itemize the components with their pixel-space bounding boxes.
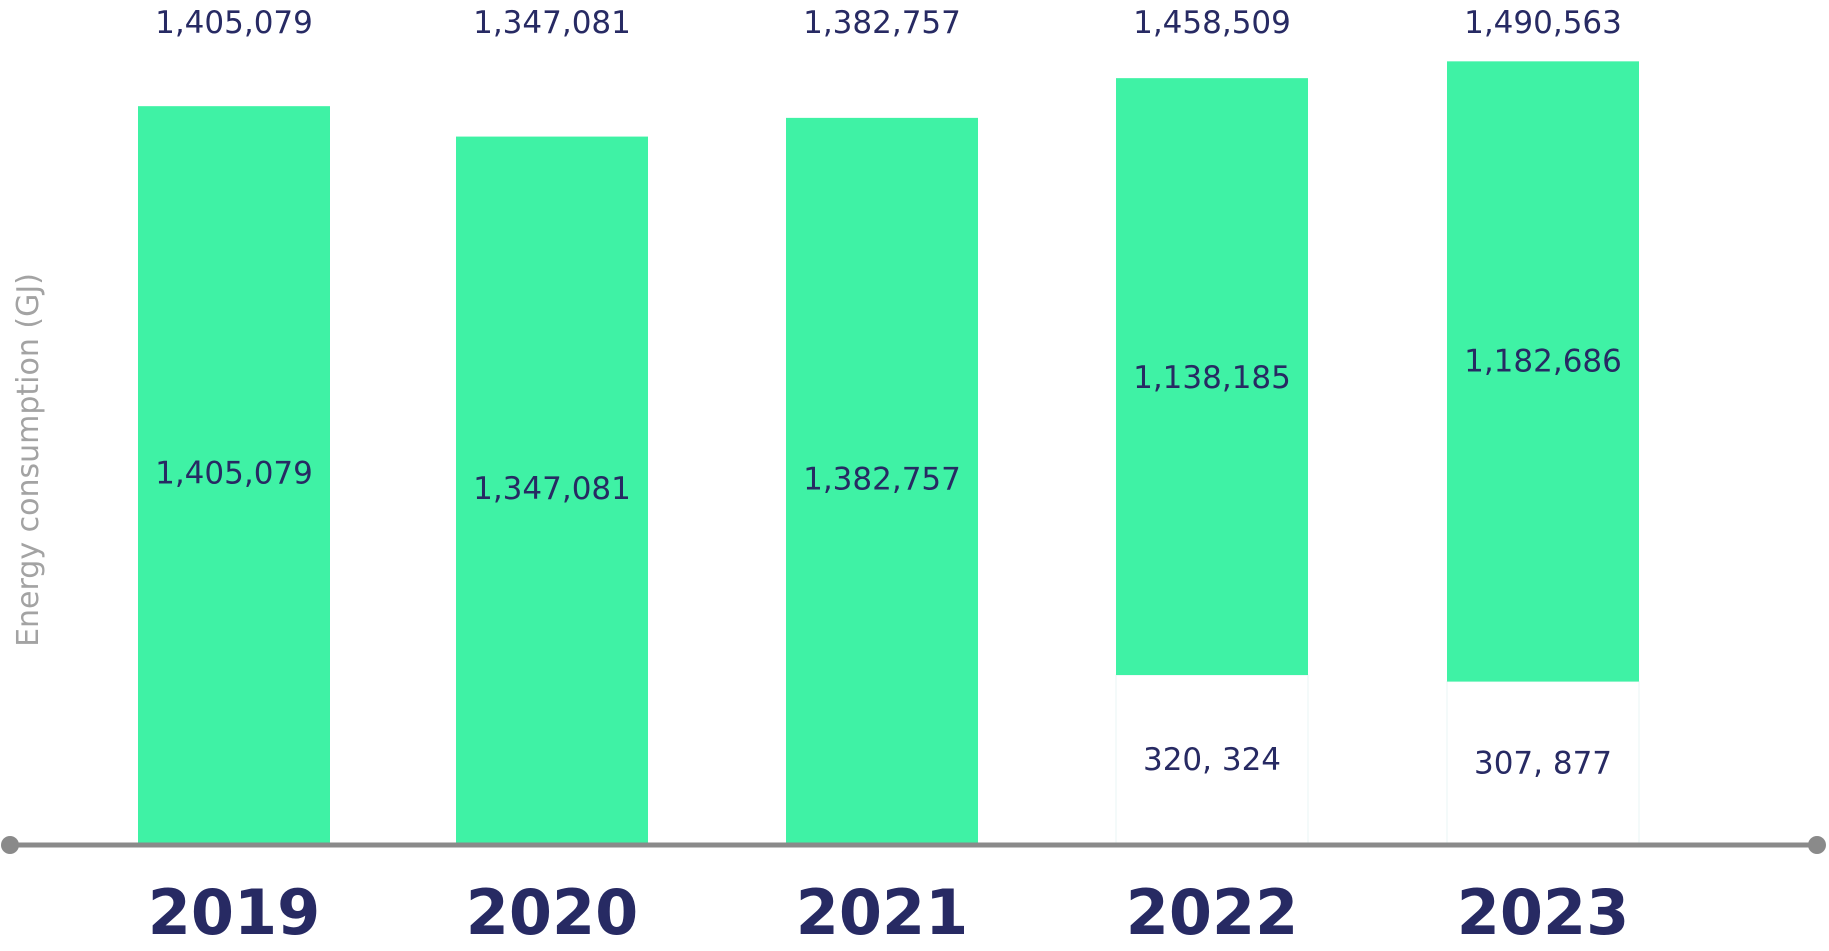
bar-2023-lower-segment	[1446, 681, 1640, 844]
bar-2019-upper-segment	[138, 106, 330, 844]
y-axis-title: Energy consumption (GJ)	[11, 273, 46, 647]
x-tick-2019: 2019	[148, 876, 321, 949]
bar-2019-total-label: 1,405,079	[155, 5, 313, 41]
bar-2019-value-label: 1,405,079	[155, 456, 313, 492]
bar-2021-value-label: 1,382,757	[803, 461, 961, 497]
bar-2023-lower-label: 307, 877	[1474, 745, 1612, 781]
bar-2021-upper-segment	[786, 117, 978, 843]
bar-2022-lower-label: 320, 324	[1143, 742, 1281, 778]
x-tick-2020: 2020	[466, 876, 639, 949]
bar-2023-upper-segment	[1447, 61, 1639, 682]
labels-group: 1,405,079 1,405,079 1,347,081 1,347,081 1,38…	[155, 5, 1622, 781]
x-tick-2021: 2021	[796, 876, 969, 949]
bar-2022-upper-segment	[1116, 78, 1308, 676]
bar-2022-lower-segment	[1115, 674, 1309, 844]
x-tick-2022: 2022	[1126, 876, 1299, 949]
bar-2021-total-label: 1,382,757	[803, 5, 961, 41]
bar-2022-value-label: 1,138,185	[1133, 360, 1291, 396]
bar-2020-upper-segment	[456, 136, 648, 843]
bars-group	[138, 61, 1640, 844]
bar-2023-value-label: 1,182,686	[1464, 343, 1622, 379]
bar-2020-value-label: 1,347,081	[473, 471, 631, 507]
x-tick-labels: 2019 2020 2021 2022 2023	[148, 876, 1630, 949]
x-axis-end-dot	[1808, 836, 1826, 854]
bar-2023-total-label: 1,490,563	[1464, 5, 1622, 41]
x-axis-start-dot	[1, 836, 19, 854]
x-tick-2023: 2023	[1457, 876, 1630, 949]
bar-2020-total-label: 1,347,081	[473, 5, 631, 41]
bar-2022-total-label: 1,458,509	[1133, 5, 1291, 41]
